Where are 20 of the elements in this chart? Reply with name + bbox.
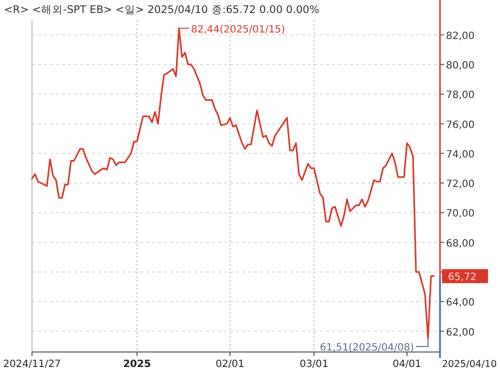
annotation: 65,72: [448, 272, 477, 284]
y-tick-label: 74,00: [446, 149, 475, 160]
x-tick-label: 2025: [123, 359, 151, 370]
x-tick-label: 04/01: [392, 359, 422, 370]
x-tick-label: 02/01: [216, 359, 244, 370]
text: 2025/04/10: [442, 359, 497, 370]
chart-title: <R> <해외-SPT EB> <일> 2025/04/10 종:65.72 0.00 0.00%: [4, 4, 320, 16]
y-tick-label: 70,00: [446, 208, 475, 220]
y-tick-label: 82,00: [446, 30, 475, 42]
x-tick-label: 03/01: [300, 359, 328, 370]
y-tick-label: 64,00: [446, 298, 475, 309]
y-tick-label: 76,00: [446, 120, 475, 131]
y-tick-label: 80,00: [446, 60, 475, 72]
y-tick-label: 68,00: [446, 238, 475, 250]
y-tick-label: 78,00: [446, 90, 475, 102]
annotation: 82,44(2025/01/15): [191, 24, 286, 36]
y-tick-label: 62,00: [446, 327, 475, 338]
y-tick-label: 72,00: [446, 179, 475, 190]
annotation: 61,51(2025/04/08): [320, 342, 414, 354]
x-tick-label: 2024/11/27: [3, 359, 61, 370]
